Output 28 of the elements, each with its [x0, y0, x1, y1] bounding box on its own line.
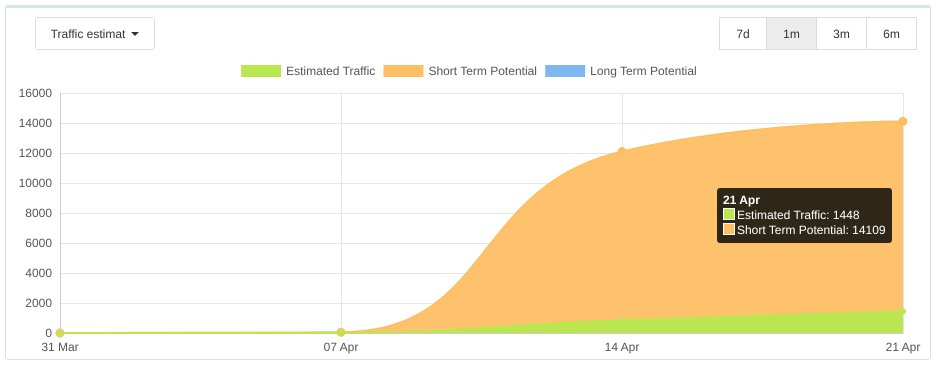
y-tick-label: 10000 — [18, 176, 52, 190]
point — [900, 308, 906, 314]
y-tick-label: 14000 — [18, 116, 52, 130]
tooltip-box: 21 Apr Estimated Traffic: 1448 Short Term Potential: 14109 — [717, 188, 892, 243]
y-tick-label: 0 — [45, 326, 52, 340]
range-button: 6m — [866, 17, 917, 50]
y-tick-label: 8000 — [25, 206, 52, 220]
x-tick-label: 21 Apr — [886, 340, 920, 354]
annotation: Short Term Potential: 14109 — [736, 223, 886, 238]
dropdown-button: Traffic estimat — [35, 17, 155, 50]
legend-label: Estimated Traffic — [286, 64, 376, 78]
y-tick-label: 4000 — [25, 266, 52, 280]
x-tick-label: 14 Apr — [604, 340, 640, 354]
annotation: Estimated Traffic: 1448 — [736, 208, 861, 223]
range-button: 3m — [816, 17, 867, 50]
point — [618, 147, 626, 156]
x-tick-label: 07 Apr — [324, 340, 358, 354]
legend-label: Long Term Potential — [590, 64, 697, 78]
y-tick-label: 2000 — [25, 296, 52, 310]
x-tick-label: 31 Mar — [41, 340, 79, 354]
range-button: 1m — [766, 17, 817, 50]
y-tick-label: 16000 — [18, 86, 52, 100]
legend-label: Short Term Potential — [428, 64, 537, 78]
y-tick-label: 6000 — [25, 236, 52, 250]
point — [898, 116, 908, 126]
annotation: 21 Apr — [723, 193, 761, 208]
y-tick-label: 12000 — [18, 146, 52, 160]
range-button: 7d — [719, 17, 767, 50]
